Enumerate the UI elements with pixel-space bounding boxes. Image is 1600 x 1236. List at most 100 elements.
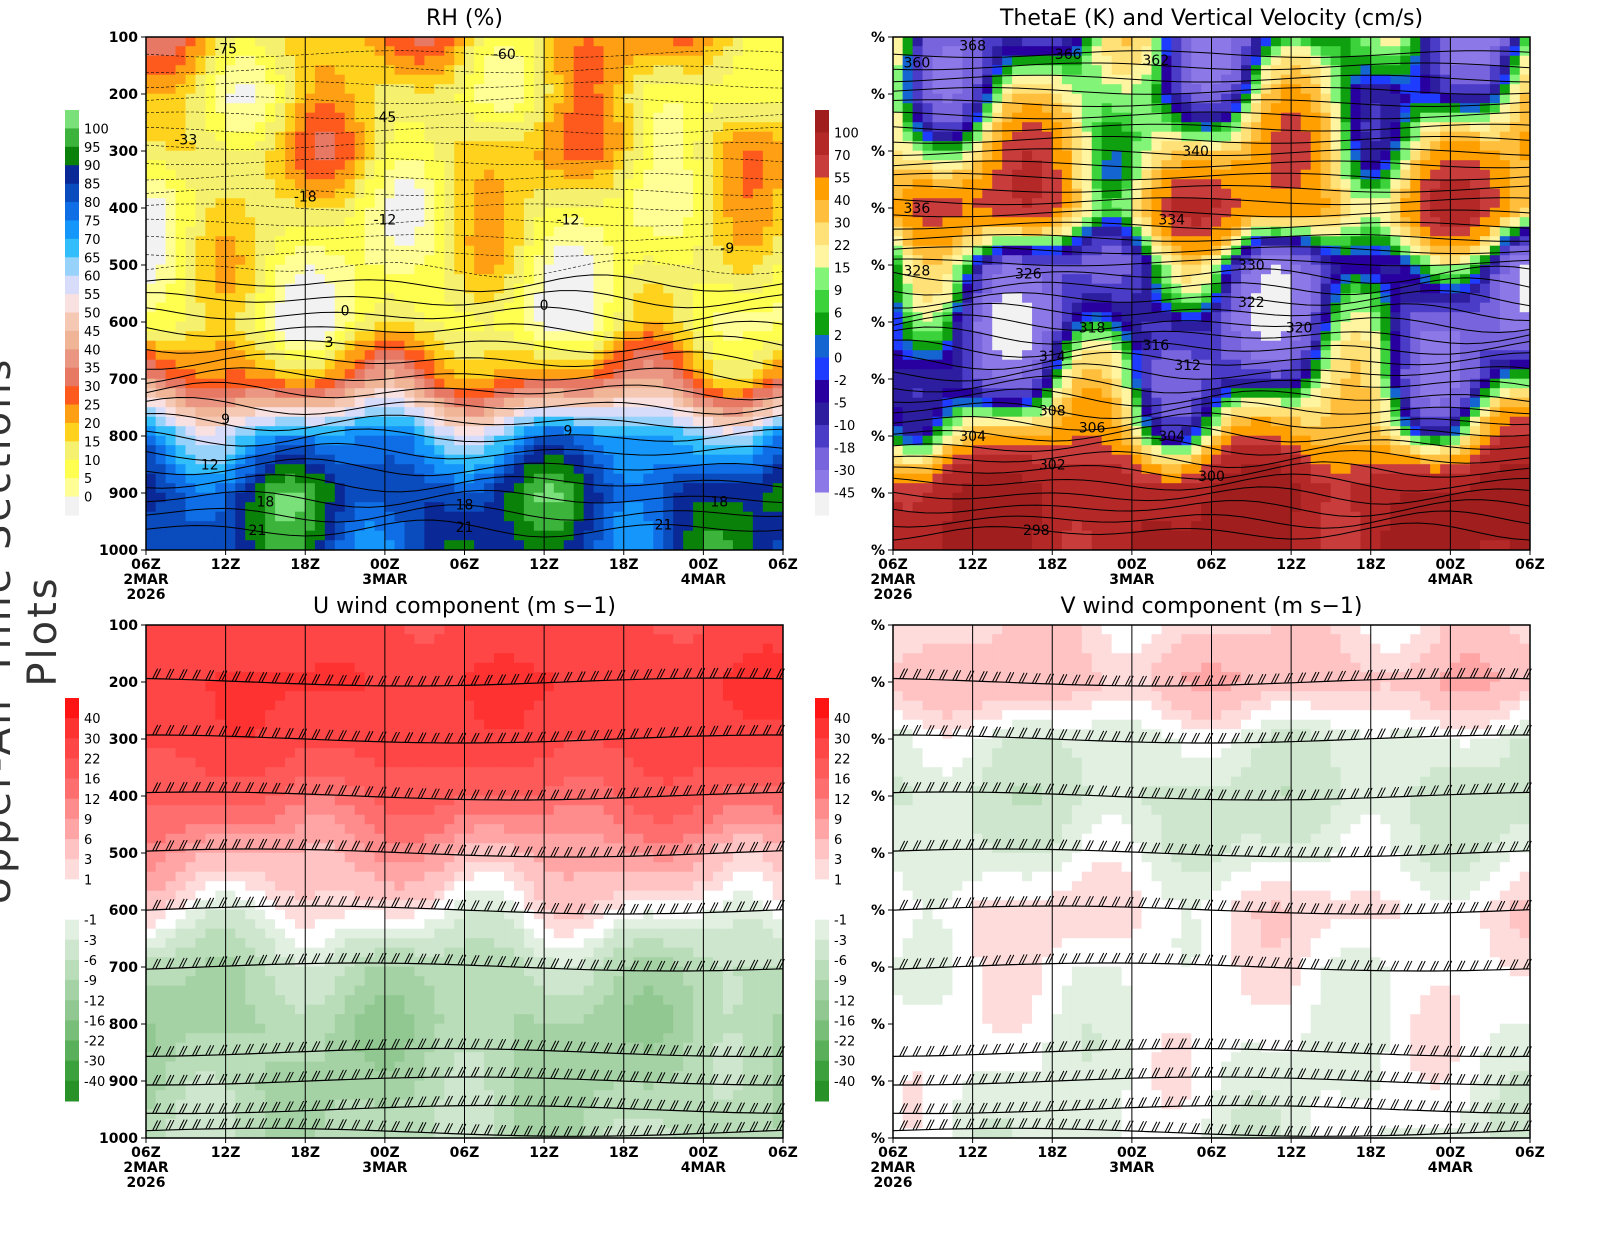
field-cell: [722, 340, 734, 351]
field-cell: [304, 378, 316, 389]
field-cell: [1101, 93, 1113, 104]
field-cell: [384, 483, 396, 494]
field-cell: [1061, 388, 1073, 399]
field-cell: [1121, 445, 1133, 456]
field-cell: [1051, 255, 1063, 266]
field-cell: [972, 416, 984, 427]
field-cell: [523, 112, 535, 123]
field-cell: [504, 245, 515, 256]
field-cell: [1022, 93, 1033, 104]
field-cell: [623, 473, 635, 484]
field-cell: [324, 122, 336, 133]
field-cell: [732, 350, 744, 361]
field-cell: [165, 226, 177, 237]
field-cell: [1041, 511, 1053, 522]
field-cell: [424, 264, 436, 275]
field-cell: [563, 188, 575, 199]
field-cell: [952, 540, 964, 551]
field-cell: [494, 150, 505, 161]
field-cell: [1121, 36, 1133, 47]
field-cell: [1071, 226, 1083, 237]
field-cell: [185, 36, 197, 47]
field-cell: [772, 283, 784, 294]
field-cell: [265, 540, 276, 551]
field-cell: [1061, 46, 1073, 57]
field-cell: [713, 198, 724, 209]
field-cell: [902, 454, 914, 465]
field-cell: [364, 36, 376, 47]
field-cell: [623, 502, 635, 513]
field-cell: [255, 293, 266, 304]
field-cell: [742, 530, 754, 541]
field-cell: [235, 464, 247, 475]
field-cell: [513, 141, 525, 152]
field-cell: [414, 530, 426, 541]
field-cell: [1022, 188, 1033, 199]
field-cell: [354, 369, 366, 380]
field-cell: [972, 540, 984, 551]
field-cell: [952, 74, 964, 85]
field-cell: [563, 511, 575, 522]
field-cell: [165, 331, 177, 342]
field-cell: [1141, 226, 1153, 237]
field-cell: [992, 464, 1003, 475]
field-cell: [663, 188, 675, 199]
field-cell: [942, 141, 954, 152]
field-cell: [434, 150, 446, 161]
field-cell: [1081, 426, 1093, 437]
field-cell: [742, 122, 754, 133]
field-cell: [394, 426, 406, 437]
colorbar-swatch: [65, 275, 79, 295]
field-cell: [215, 302, 227, 313]
field-cell: [563, 46, 575, 57]
field-cell: [175, 312, 187, 323]
field-cell: [1111, 454, 1123, 465]
field-cell: [175, 217, 187, 228]
field-cell: [663, 160, 675, 171]
field-cell: [673, 131, 684, 142]
field-cell: [454, 131, 465, 142]
field-cell: [424, 169, 436, 180]
field-cell: [175, 378, 187, 389]
field-cell: [703, 198, 714, 209]
field-cell: [464, 473, 475, 484]
field-cell: [972, 236, 984, 247]
field-cell: [394, 65, 406, 76]
field-cell: [1012, 359, 1023, 370]
field-cell: [464, 283, 475, 294]
field-cell: [344, 274, 356, 285]
field-cell: [364, 283, 376, 294]
field-cell: [1101, 207, 1113, 218]
field-cell: [294, 55, 306, 66]
field-cell: [1051, 207, 1063, 218]
field-cell: [1071, 312, 1083, 323]
field-cell: [742, 397, 754, 408]
field-cell: [474, 283, 485, 294]
field-cell: [752, 112, 764, 123]
field-cell: [1121, 217, 1133, 228]
field-cell: [653, 46, 665, 57]
field-cell: [703, 511, 714, 522]
field-cell: [932, 150, 944, 161]
field-cell: [1091, 302, 1103, 313]
field-cell: [742, 302, 754, 313]
field-cell: [474, 274, 485, 285]
field-cell: [623, 169, 635, 180]
field-cell: [553, 93, 565, 104]
field-cell: [464, 530, 475, 541]
field-cell: [613, 312, 625, 323]
field-cell: [583, 283, 595, 294]
field-cell: [304, 397, 316, 408]
field-cell: [504, 188, 515, 199]
field-cell: [902, 150, 914, 161]
field-cell: [663, 74, 675, 85]
field-cell: [255, 188, 266, 199]
field-cell: [962, 359, 974, 370]
field-cell: [613, 150, 625, 161]
field-cell: [404, 112, 416, 123]
field-cell: [195, 359, 207, 370]
field-cell: [593, 340, 605, 351]
field-cell: [1131, 217, 1143, 228]
field-cell: [1032, 141, 1043, 152]
field-cell: [145, 198, 157, 209]
